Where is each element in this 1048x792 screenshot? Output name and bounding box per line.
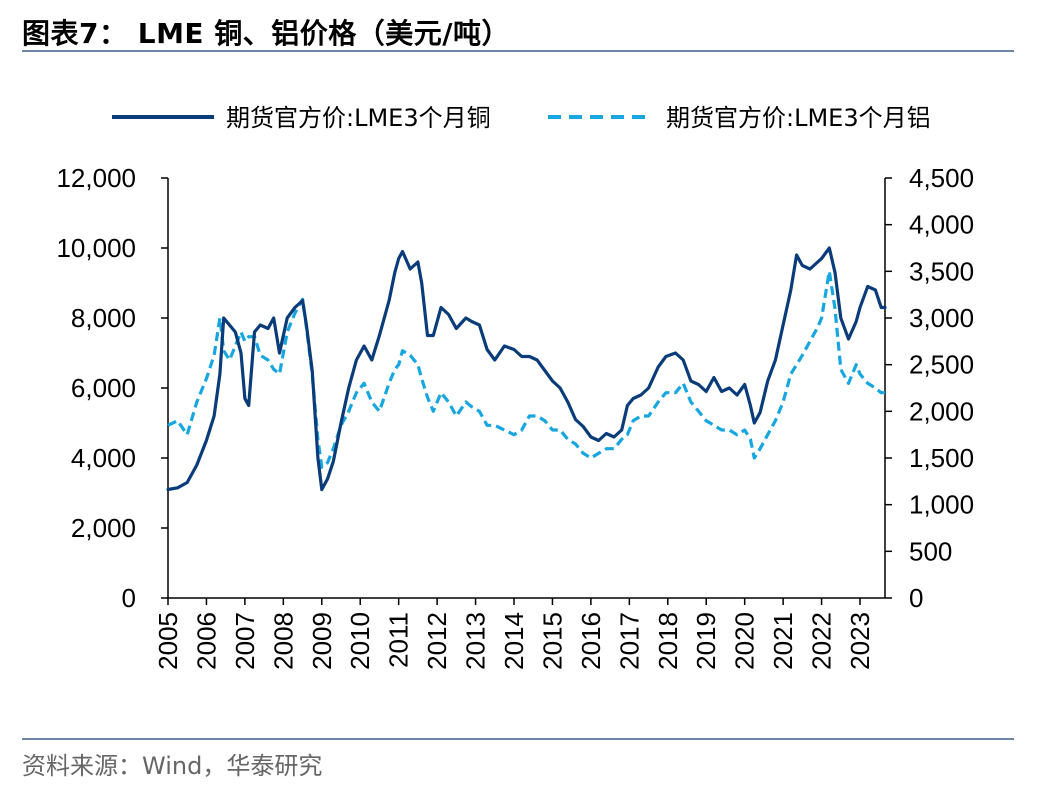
x-tick-label: 2010 [345, 612, 375, 670]
series-aluminum-line [168, 271, 885, 467]
x-tick-label: 2021 [768, 612, 798, 670]
x-tick-label: 2020 [730, 612, 760, 670]
series-layer [168, 248, 885, 490]
legend-label-aluminum: 期货官方价:LME3个月铝 [666, 104, 931, 132]
x-tick-label: 2023 [845, 612, 875, 670]
y-tick-label-left: 8,000 [71, 303, 136, 333]
x-tick-label: 2018 [653, 612, 683, 670]
footer-rule [22, 738, 1014, 740]
y-tick-label-left: 6,000 [71, 373, 136, 403]
y-tick-label-left: 2,000 [71, 513, 136, 543]
line-chart: 期货官方价:LME3个月铜 期货官方价:LME3个月铝 0 2,000 4,000 6… [0, 0, 1048, 792]
y-tick-label-right: 1,500 [909, 443, 974, 473]
y-tick-label-left: 10,000 [56, 233, 136, 263]
y-tick-label-right: 500 [909, 536, 952, 566]
legend: 期货官方价:LME3个月铜 期货官方价:LME3个月铝 [112, 104, 931, 132]
x-tick-label: 2005 [153, 612, 183, 670]
y-tick-label-right: 1,000 [909, 490, 974, 520]
x-tick-label: 2012 [422, 612, 452, 670]
y-tick-label-right: 0 [909, 583, 923, 613]
x-tick-label: 2017 [614, 612, 644, 670]
x-tick-label: 2009 [307, 612, 337, 670]
x-tick-label: 2008 [268, 612, 298, 670]
x-tick-label: 2019 [691, 612, 721, 670]
y-tick-label-right: 2,500 [909, 350, 974, 380]
x-tick-label: 2022 [807, 612, 837, 670]
x-tick-label: 2006 [191, 612, 221, 670]
x-tick-label: 2016 [576, 612, 606, 670]
y-tick-label-right: 3,000 [909, 303, 974, 333]
y-tick-label-right: 4,500 [909, 163, 974, 193]
x-tick-label: 2007 [230, 612, 260, 670]
y-tick-label-right: 4,000 [909, 210, 974, 240]
y-tick-label-right: 3,500 [909, 256, 974, 286]
legend-label-copper: 期货官方价:LME3个月铜 [226, 104, 491, 132]
x-tick-label: 2015 [537, 612, 567, 670]
source-note: 资料来源：Wind，华泰研究 [22, 746, 322, 781]
x-tick-label: 2014 [499, 612, 529, 670]
y-tick-label-left: 0 [122, 583, 136, 613]
y-tick-label-left: 4,000 [71, 443, 136, 473]
x-tick-label: 2013 [461, 612, 491, 670]
y-tick-label-left: 12,000 [56, 163, 136, 193]
y-tick-label-right: 2,000 [909, 396, 974, 426]
x-tick-label: 2011 [384, 612, 414, 668]
